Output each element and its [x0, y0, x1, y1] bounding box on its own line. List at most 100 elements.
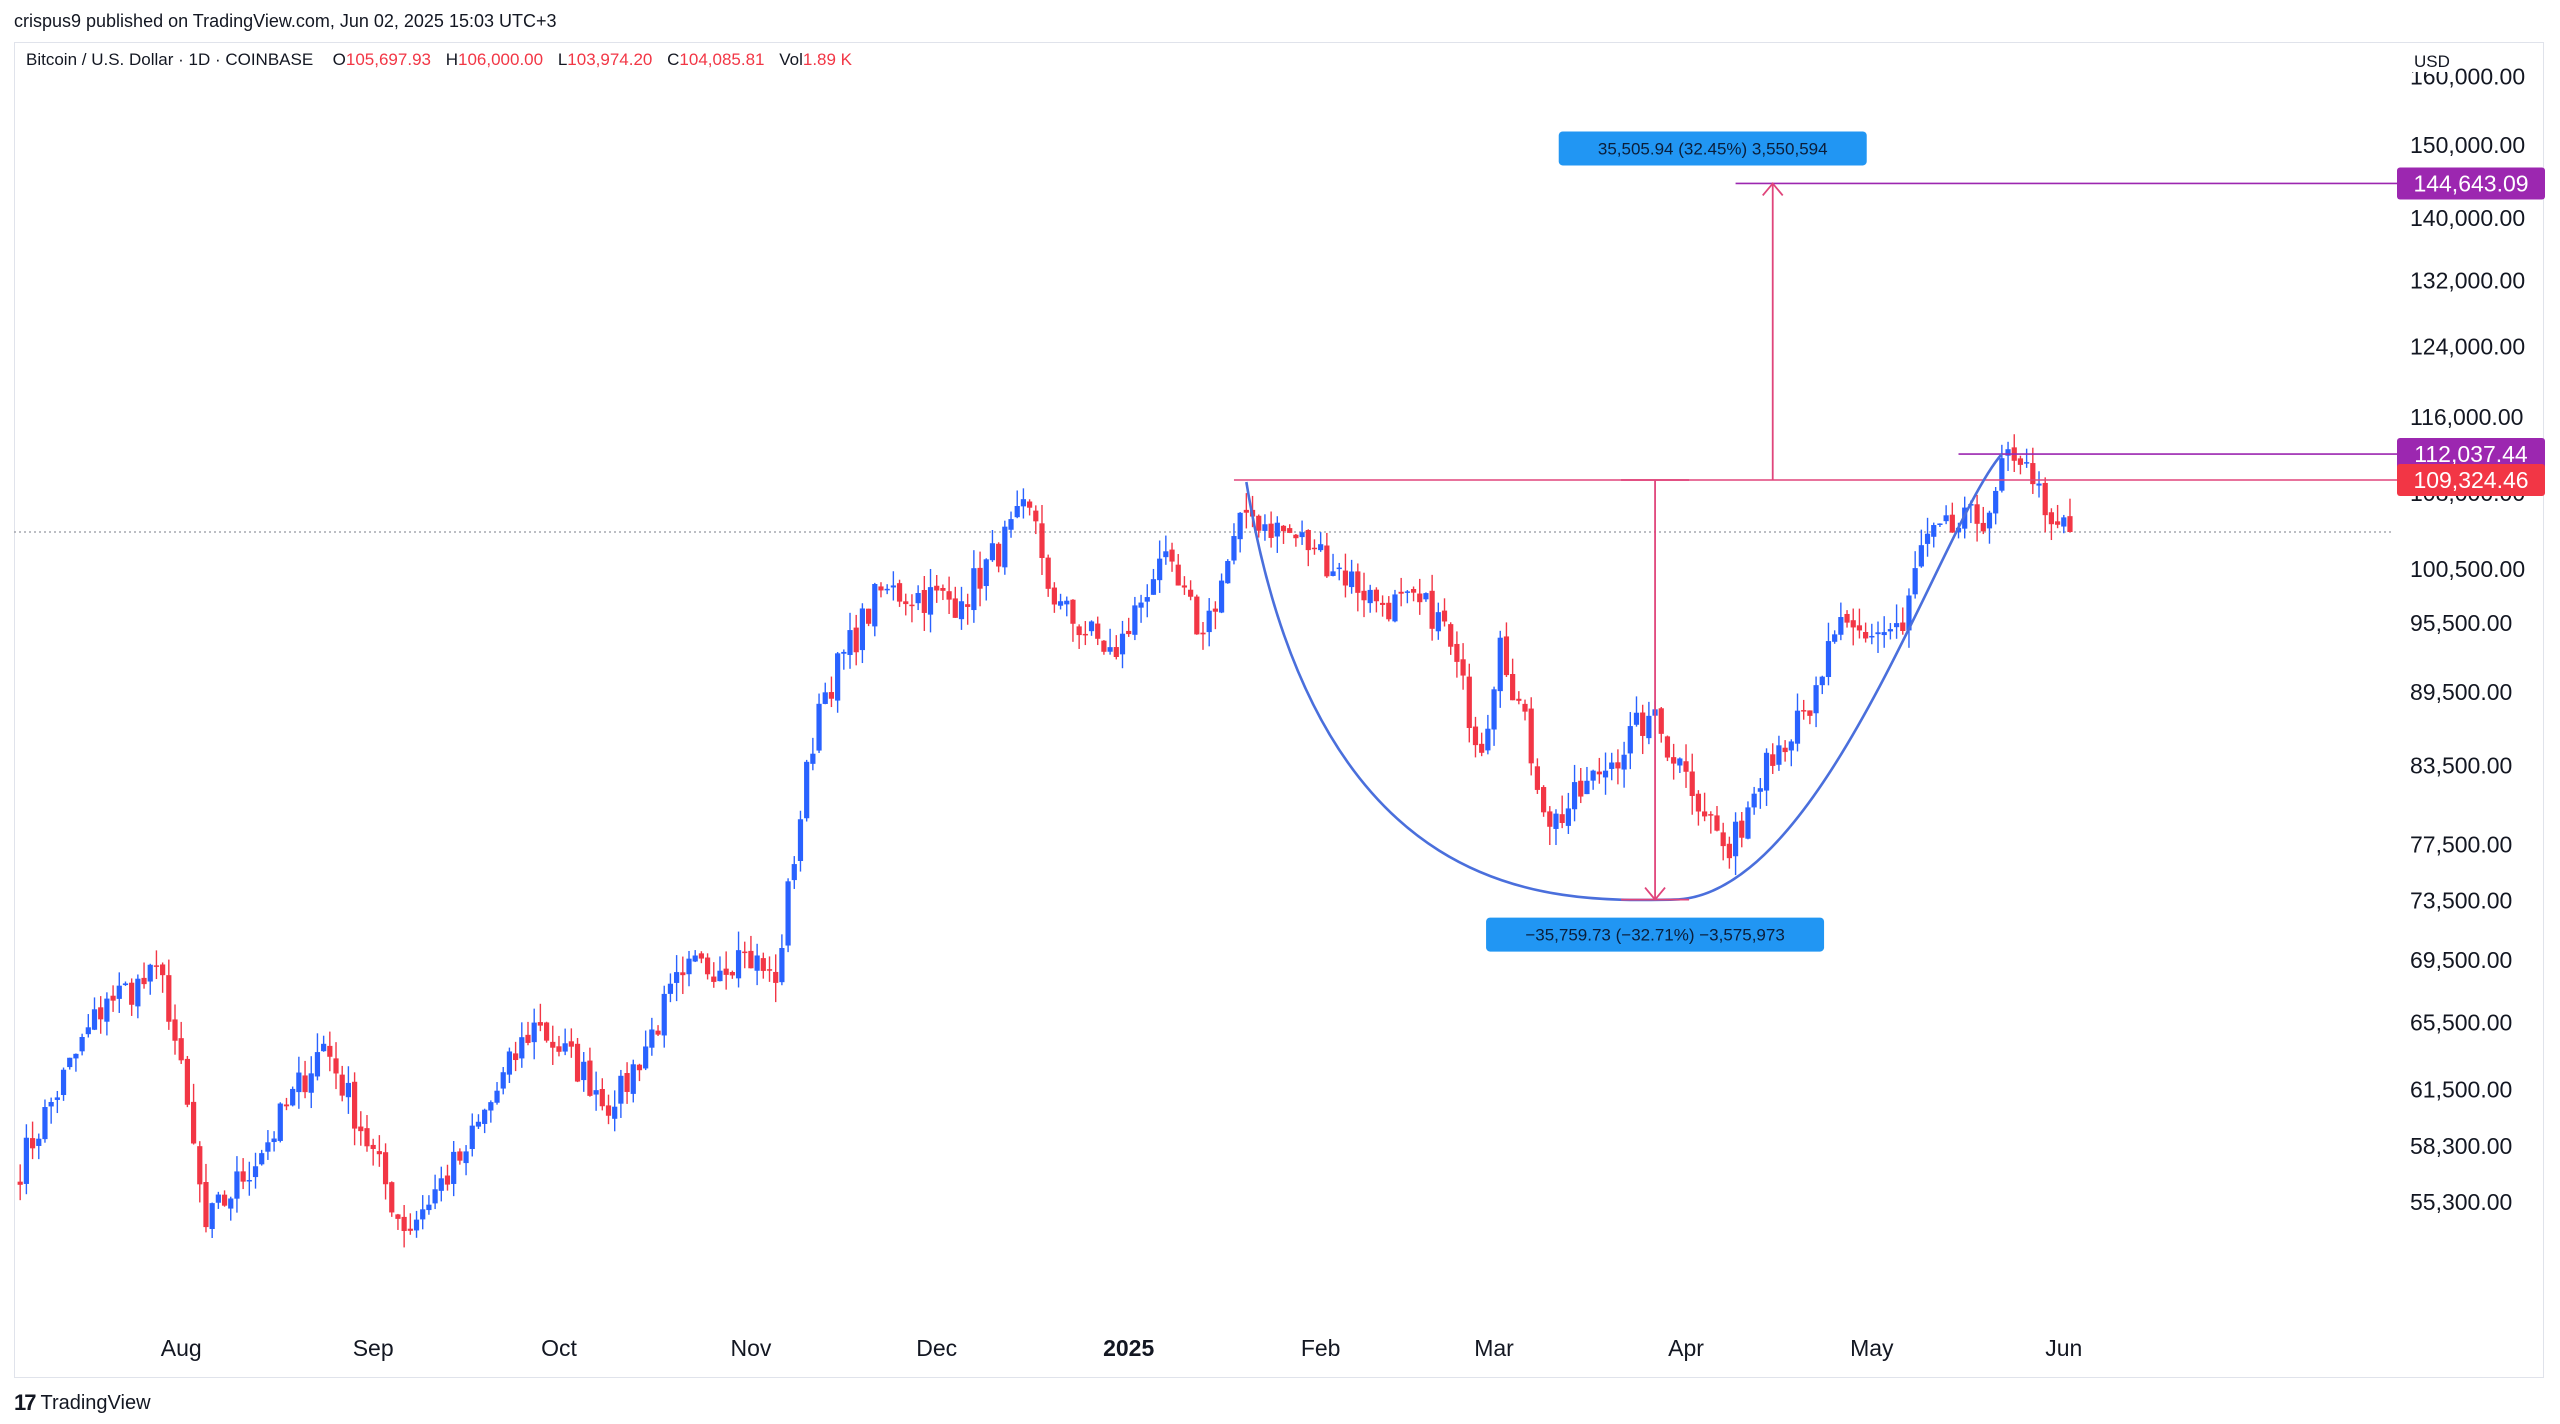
candle — [1906, 588, 1912, 648]
candle-body — [1163, 551, 1169, 558]
candle-body — [1095, 623, 1101, 639]
candle — [1454, 631, 1460, 678]
tradingview-logo[interactable]: 17 TradingView — [14, 1390, 151, 1416]
y-tick-label: 73,500.00 — [2410, 888, 2512, 914]
candle — [1231, 523, 1237, 565]
candle — [562, 1028, 568, 1056]
candle-body — [1318, 544, 1324, 551]
candle-body — [989, 543, 996, 561]
candle — [1355, 563, 1361, 612]
candle-body — [104, 998, 110, 1022]
candle — [1082, 621, 1088, 646]
candle-body — [259, 1153, 265, 1165]
candle — [1807, 710, 1813, 725]
candle-body — [593, 1090, 599, 1095]
candle-body — [568, 1041, 574, 1047]
candle-body — [927, 587, 934, 615]
candle — [717, 956, 723, 982]
candle — [593, 1071, 599, 1111]
y-axis: 160,000.00150,000.00140,000.00132,000.00… — [2410, 64, 2525, 1215]
candle — [674, 955, 680, 1002]
candle — [1057, 593, 1064, 610]
candle-body — [1689, 771, 1695, 796]
candle-body — [1107, 647, 1113, 652]
candle-body — [370, 1144, 376, 1149]
candle — [1924, 517, 1931, 557]
candle-body — [129, 982, 135, 1005]
candle — [1708, 811, 1714, 834]
candle — [965, 593, 971, 625]
candle-body — [184, 1058, 190, 1105]
candle — [314, 1033, 321, 1081]
candle-body — [915, 593, 921, 604]
symbol-label[interactable]: Bitcoin / U.S. Dollar · 1D · COINBASE — [26, 50, 314, 69]
candle — [1027, 499, 1033, 516]
candle — [389, 1181, 395, 1217]
candle-body — [562, 1043, 568, 1052]
candle-body — [197, 1146, 203, 1185]
candle — [661, 985, 667, 1048]
candle — [252, 1152, 259, 1189]
candle-body — [921, 590, 927, 613]
candle — [54, 1090, 60, 1114]
candle — [370, 1138, 376, 1166]
candle-body — [704, 957, 711, 975]
candle-body — [543, 1022, 550, 1041]
y-tick-label: 61,500.00 — [2410, 1076, 2512, 1102]
candle — [1720, 822, 1726, 861]
candle — [221, 1190, 228, 1207]
candle-body — [1732, 821, 1739, 857]
candle-body — [1361, 590, 1367, 601]
y-tick-label: 65,500.00 — [2410, 1010, 2512, 1036]
candle-body — [314, 1052, 321, 1077]
candle-body — [1844, 613, 1850, 623]
candle-body — [537, 1022, 543, 1026]
candle — [1844, 610, 1850, 628]
candle-body — [327, 1045, 333, 1057]
x-tick-label: Feb — [1301, 1335, 1341, 1361]
currency-label[interactable]: USD — [2410, 52, 2454, 72]
candle-body — [475, 1121, 482, 1127]
candle-body — [1745, 807, 1751, 839]
candle — [729, 970, 735, 979]
candle — [1126, 617, 1132, 637]
candle-body — [1157, 558, 1163, 581]
candle — [1367, 584, 1373, 613]
candle — [748, 935, 754, 969]
candle-body — [1528, 708, 1534, 764]
y-tick-label: 124,000.00 — [2410, 334, 2525, 360]
candle — [116, 972, 122, 1013]
candle — [624, 1062, 630, 1104]
candle-body — [1832, 634, 1838, 642]
candle — [760, 952, 766, 979]
candle-body — [290, 1088, 296, 1106]
candle — [1900, 607, 1906, 635]
candle-body — [1838, 617, 1844, 635]
candle-body — [178, 1038, 184, 1061]
candle-body — [1126, 630, 1132, 635]
candle-body — [1392, 594, 1398, 622]
candle — [958, 586, 965, 630]
candle-body — [488, 1102, 494, 1111]
candle — [1491, 686, 1497, 746]
y-tick-label: 83,500.00 — [2410, 752, 2512, 778]
candle-body — [1918, 545, 1924, 567]
candle — [265, 1130, 271, 1160]
candle-body — [1274, 522, 1280, 537]
y-tick-label: 150,000.00 — [2410, 132, 2525, 158]
candle — [48, 1097, 54, 1124]
candle — [1819, 675, 1825, 695]
tradingview-logo-icon: 17 — [14, 1390, 37, 1415]
candle — [983, 558, 989, 601]
target-arrow-head — [1762, 182, 1784, 197]
candle-body — [2067, 516, 2073, 533]
candle-body — [364, 1128, 370, 1147]
candle — [234, 1156, 240, 1213]
candle-body — [54, 1097, 60, 1100]
candle-body — [426, 1204, 432, 1211]
candle-body — [1695, 793, 1702, 812]
candle — [1726, 836, 1732, 869]
candle-body — [333, 1058, 339, 1074]
candle-body — [1757, 788, 1763, 792]
